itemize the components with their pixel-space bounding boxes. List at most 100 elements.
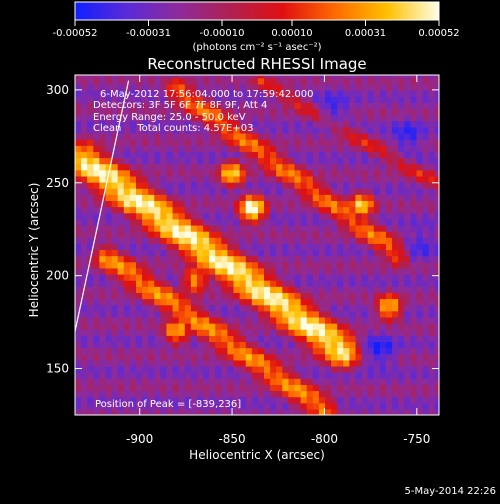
heatmap-cell [300,341,308,349]
heatmap-cell [398,249,405,257]
heatmap-cell [227,372,235,379]
heatmap-cell [300,316,308,324]
heatmap-cell [355,206,363,214]
heatmap-cell [166,316,174,324]
heatmap-cell [166,347,174,355]
heatmap-cell [111,75,119,79]
heatmap-cell [135,102,143,110]
heatmap-cell [343,75,350,79]
heatmap-cell [282,298,290,306]
heatmap-cell [367,237,375,244]
heatmap-cell [142,408,149,415]
heatmap-cell [343,316,350,324]
heatmap-cell [117,298,125,306]
heatmap-cell [349,280,357,287]
heatmap-cell [331,132,338,140]
heatmap-cell [75,102,82,110]
heatmap-cell [294,390,302,398]
heatmap-cell [300,206,308,214]
heatmap-cell [349,218,357,226]
heatmap-cell [209,139,216,146]
heatmap-cell [203,108,210,116]
heatmap-cell [160,218,168,226]
heatmap-cell [416,102,424,110]
heatmap-cell [318,402,326,410]
heatmap-cell [190,96,198,103]
heatmap-cell [264,292,271,300]
heatmap-cell [105,96,113,103]
heatmap-cell [337,120,344,128]
heatmap-cell [172,341,180,349]
heatmap-cell [294,273,302,281]
heatmap-cell [428,298,436,306]
heatmap-cell [300,175,308,183]
heatmap-cell [288,145,296,152]
heatmap-cell [233,261,241,269]
heatmap-cell [160,396,168,404]
heatmap-cell [148,329,155,336]
heatmap-cell [288,77,296,85]
heatmap-cell [282,255,290,263]
heatmap-cell [270,372,277,379]
heatmap-cell [245,145,253,152]
heatmap-cell [300,329,308,336]
heatmap-cell [154,341,161,349]
heatmap-cell [361,298,369,306]
heatmap-cell [379,359,387,367]
heatmap-cell [239,237,247,244]
heatmap-cell [105,90,113,97]
heatmap-cell [135,126,143,134]
heatmap-cell [282,384,290,392]
heatmap-cell [367,212,375,220]
heatmap-cell [404,206,411,214]
heatmap-cell [221,273,229,281]
heatmap-cell [129,402,137,410]
heatmap-cell [337,255,344,263]
heatmap-cell [93,102,100,110]
heatmap-cell [276,255,283,263]
heatmap-cell [190,372,198,379]
heatmap-cell [379,231,387,238]
heatmap-cell [148,157,155,165]
heatmap-cell [410,108,418,116]
heatmap-cell [209,194,216,202]
heatmap-cell [129,323,137,330]
heatmap-cell [239,353,247,361]
heatmap-cell [251,218,259,226]
heatmap-cell [135,206,143,214]
heatmap-cell [318,114,326,122]
heatmap-cell [190,126,198,134]
heatmap-cell [184,218,192,226]
heatmap-cell [178,273,186,281]
heatmap-cell [93,323,100,330]
heatmap-cell [117,126,125,134]
heatmap-cell [93,243,100,251]
heatmap-cell [178,175,186,183]
heatmap-cell [331,353,338,361]
heatmap-cell [123,212,131,220]
heatmap-cell [215,224,222,232]
heatmap-cell [196,267,204,275]
heatmap-cell [361,194,369,202]
heatmap-cell [148,316,155,324]
heatmap-cell [160,188,168,195]
heatmap-cell [343,108,350,116]
heatmap-cell [276,206,283,214]
heatmap-cell [203,120,210,128]
heatmap-cell [428,310,436,318]
heatmap-cell [404,316,411,324]
heatmap-cell [75,114,82,122]
heatmap-cell [264,169,271,177]
heatmap-cell [129,396,137,404]
heatmap-cell [398,188,405,195]
heatmap-cell [276,145,283,152]
heatmap-cell [160,347,168,355]
heatmap-cell [276,120,283,128]
heatmap-cell [123,341,131,349]
heatmap-cell [422,402,430,410]
heatmap-cell [172,237,180,244]
heatmap-cell [306,298,314,306]
heatmap-cell [251,194,259,202]
heatmap-cell [422,77,430,85]
heatmap-cell [355,347,363,355]
